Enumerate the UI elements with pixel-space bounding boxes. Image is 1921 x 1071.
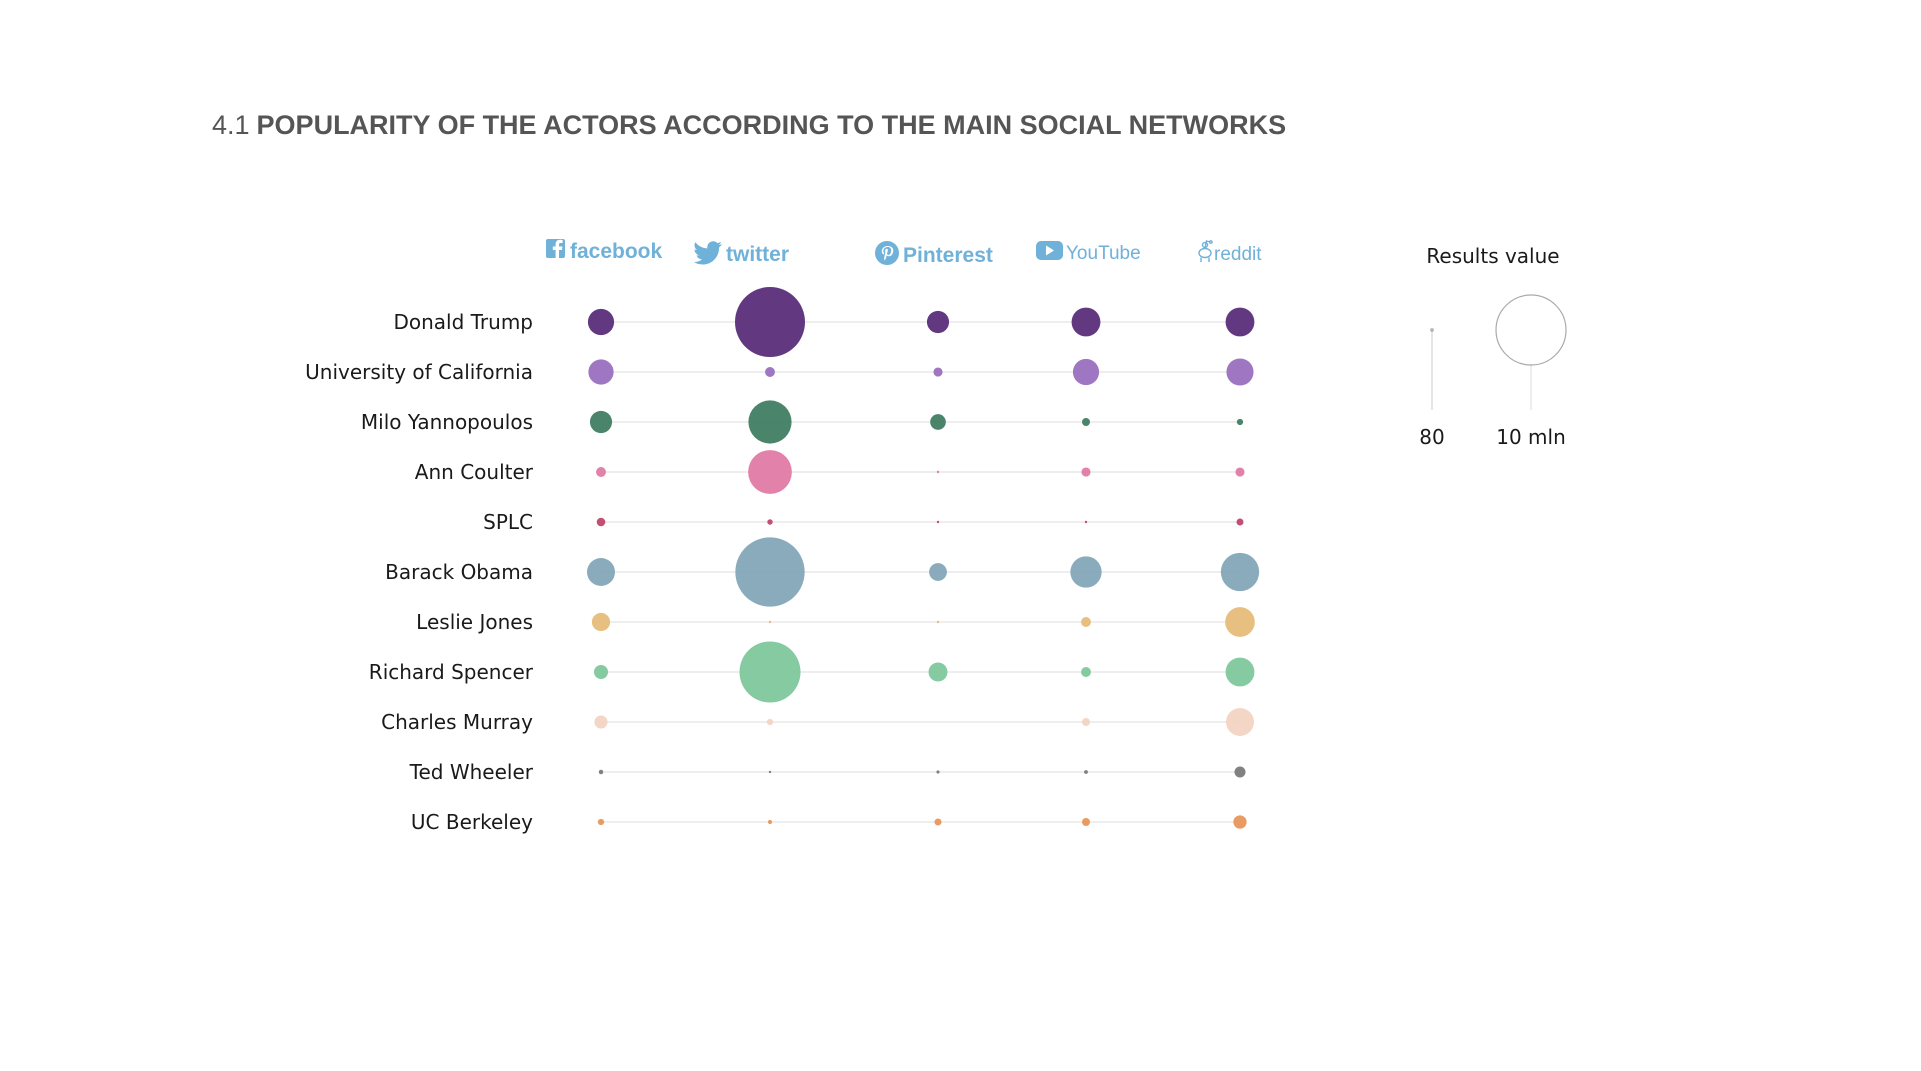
bubble-ann-coulter-twitter[interactable]: [748, 450, 792, 494]
bubble-donald-trump-pinterest[interactable]: [926, 310, 950, 334]
bubble-milo-yannopoulos-reddit[interactable]: [1236, 418, 1244, 426]
bubble-barack-obama-facebook[interactable]: [587, 558, 615, 586]
network-label-youtube: YouTube: [1066, 243, 1141, 264]
bubble-donald-trump-reddit[interactable]: [1225, 307, 1255, 337]
bubble-ann-coulter-reddit[interactable]: [1235, 467, 1245, 477]
bubble-ted-wheeler-youtube[interactable]: [1084, 770, 1088, 774]
bubble-barack-obama-twitter[interactable]: [735, 537, 805, 607]
row-label-leslie-jones: Leslie Jones: [416, 610, 533, 634]
bubble-ted-wheeler-reddit[interactable]: [1234, 766, 1246, 778]
chart-rows: Donald Trump University of California Milo…: [305, 287, 1260, 834]
legend-title: Results value: [1426, 244, 1559, 268]
bubble-ann-coulter-facebook[interactable]: [596, 467, 606, 477]
bubble-barack-obama-pinterest[interactable]: [929, 563, 947, 581]
network-label-facebook: facebook: [570, 240, 663, 263]
row-label-splc: SPLC: [483, 510, 533, 534]
row-label-donald-trump: Donald Trump: [393, 310, 533, 334]
row-label-ann-coulter: Ann Coulter: [415, 460, 534, 484]
twitter-bird-icon: [693, 241, 722, 265]
chart-title: 4.1 POPULARITY OF THE ACTORS ACCORDING TO…: [212, 110, 1286, 140]
network-header-facebook: facebook: [546, 239, 663, 263]
bubble-university-of-california-reddit[interactable]: [1226, 358, 1254, 386]
bubble-charles-murray-reddit[interactable]: [1226, 708, 1254, 736]
bubble-donald-trump-youtube[interactable]: [1071, 307, 1101, 337]
bubble-leslie-jones-youtube[interactable]: [1081, 617, 1091, 627]
row-label-university-of-california: University of California: [305, 360, 533, 384]
bubble-university-of-california-pinterest[interactable]: [933, 367, 943, 377]
legend-min-label: 80: [1419, 425, 1444, 449]
bubble-leslie-jones-twitter[interactable]: [768, 620, 772, 624]
bubble-barack-obama-youtube[interactable]: [1070, 556, 1102, 588]
legend-max-circle: [1495, 294, 1567, 366]
bubble-university-of-california-facebook[interactable]: [588, 359, 614, 385]
bubble-donald-trump-facebook[interactable]: [587, 308, 615, 336]
bubble-charles-murray-facebook[interactable]: [594, 715, 608, 729]
bubble-splc-reddit[interactable]: [1236, 518, 1244, 526]
facebook-icon: [546, 239, 565, 258]
bubble-university-of-california-youtube[interactable]: [1072, 358, 1100, 386]
row-label-milo-yannopoulos: Milo Yannopoulos: [361, 410, 533, 434]
bubble-richard-spencer-facebook[interactable]: [594, 665, 608, 679]
bubble-splc-youtube[interactable]: [1084, 520, 1088, 524]
bubble-charles-murray-youtube[interactable]: [1082, 718, 1090, 726]
legend-max-label: 10 mln: [1496, 425, 1566, 449]
bubble-milo-yannopoulos-pinterest[interactable]: [930, 414, 946, 430]
bubble-uc-berkeley-facebook[interactable]: [597, 818, 605, 826]
bubble-richard-spencer-youtube[interactable]: [1081, 667, 1091, 677]
bubble-charles-murray-twitter[interactable]: [766, 718, 774, 726]
bubble-richard-spencer-reddit[interactable]: [1225, 657, 1255, 687]
youtube-play-icon: [1036, 241, 1063, 260]
network-header-reddit: reddit: [1198, 240, 1262, 265]
bubble-milo-yannopoulos-twitter[interactable]: [748, 400, 792, 444]
reddit-alien-icon: [1198, 240, 1213, 262]
network-header-pinterest: Pinterest: [875, 241, 993, 267]
bubble-uc-berkeley-pinterest[interactable]: [934, 818, 942, 826]
bubble-uc-berkeley-twitter[interactable]: [767, 819, 773, 825]
bubble-splc-pinterest[interactable]: [936, 520, 940, 524]
legend-min-circle: [1430, 328, 1434, 332]
network-header-youtube: YouTube: [1036, 241, 1141, 264]
row-label-charles-murray: Charles Murray: [381, 710, 533, 734]
bubble-splc-facebook[interactable]: [596, 517, 606, 527]
bubble-ann-coulter-pinterest[interactable]: [936, 470, 940, 474]
bubble-donald-trump-twitter[interactable]: [735, 287, 805, 357]
bubble-ann-coulter-youtube[interactable]: [1081, 467, 1091, 477]
bubble-uc-berkeley-reddit[interactable]: [1233, 815, 1247, 829]
title-text: POPULARITY OF THE ACTORS ACCORDING TO TH…: [257, 110, 1287, 140]
row-label-barack-obama: Barack Obama: [385, 560, 533, 584]
bubble-richard-spencer-pinterest[interactable]: [928, 662, 948, 682]
bubble-ted-wheeler-facebook[interactable]: [598, 769, 604, 775]
bubble-barack-obama-reddit[interactable]: [1220, 552, 1260, 592]
bubble-milo-yannopoulos-facebook[interactable]: [589, 410, 613, 434]
row-label-richard-spencer: Richard Spencer: [369, 660, 534, 684]
pinterest-icon: [875, 241, 899, 265]
bubble-ted-wheeler-twitter[interactable]: [768, 770, 772, 774]
bubble-leslie-jones-facebook[interactable]: [591, 612, 611, 632]
bubble-leslie-jones-reddit[interactable]: [1225, 607, 1255, 637]
row-label-ted-wheeler: Ted Wheeler: [409, 760, 534, 784]
network-label-twitter: twitter: [726, 243, 789, 266]
network-label-reddit: reddit: [1214, 244, 1262, 265]
bubble-splc-twitter[interactable]: [767, 519, 773, 525]
bubble-university-of-california-twitter[interactable]: [765, 367, 775, 377]
bubble-richard-spencer-twitter[interactable]: [739, 641, 801, 703]
bubble-uc-berkeley-youtube[interactable]: [1082, 818, 1090, 826]
network-header-twitter: twitter: [693, 241, 789, 266]
bubble-leslie-jones-pinterest[interactable]: [936, 620, 940, 624]
bubble-milo-yannopoulos-youtube[interactable]: [1082, 418, 1090, 426]
row-label-uc-berkeley: UC Berkeley: [411, 810, 533, 834]
title-number: 4.1: [212, 110, 250, 140]
network-label-pinterest: Pinterest: [903, 244, 993, 267]
size-legend: Results value 80 10 mln: [1419, 244, 1567, 449]
bubble-ted-wheeler-pinterest[interactable]: [936, 770, 940, 774]
